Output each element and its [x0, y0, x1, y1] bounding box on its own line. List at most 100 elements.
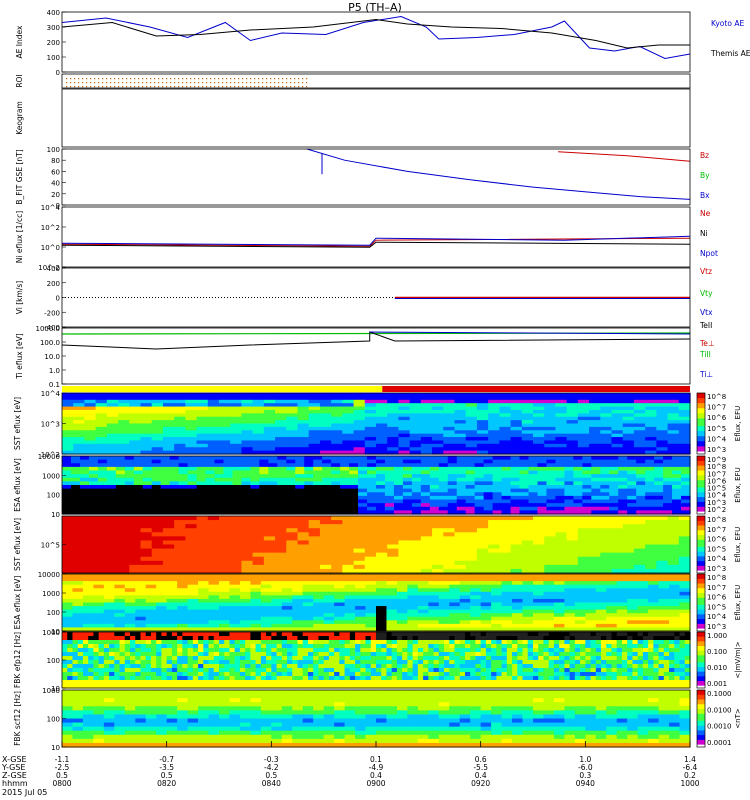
heatmap-cell [398, 433, 411, 438]
heatmap-cell [595, 588, 607, 593]
heatmap-cell [499, 416, 512, 421]
heatmap-cell [169, 474, 180, 479]
heatmap-cell [178, 492, 189, 497]
heatmap-cell [185, 416, 198, 421]
heatmap-cell [73, 450, 86, 455]
heatmap-cell [205, 456, 216, 461]
heatmap-cell [658, 609, 670, 614]
heatmap-cell [313, 477, 323, 482]
heatmap-cell [355, 676, 361, 681]
heatmap-cell [62, 574, 74, 579]
heatmap-cell [302, 684, 309, 689]
heatmap-cell [292, 652, 299, 657]
heatmap-cell [286, 556, 299, 562]
heatmap-cell [577, 528, 590, 533]
heatmap-cell [376, 676, 382, 681]
heatmap-cell [459, 606, 471, 611]
heatmap-cell [483, 459, 494, 464]
heatmap-cell [286, 524, 299, 529]
heatmap-cell [402, 503, 413, 508]
heatmap-cell [114, 660, 121, 665]
heatmap-cell [331, 499, 341, 504]
heatmap-cell [109, 664, 115, 669]
heatmap-cell [82, 652, 89, 657]
heatmap-cell [124, 684, 131, 689]
heatmap-cell [443, 544, 456, 550]
heatmap-cell [322, 459, 332, 464]
heatmap-cell [555, 450, 568, 455]
heatmap-cell [129, 420, 142, 425]
heatmap-cell [391, 680, 398, 685]
heatmap-cell [307, 640, 314, 645]
heatmap-cell [370, 684, 377, 689]
heatmap-cell [470, 581, 482, 586]
heatmap-cell [353, 540, 366, 546]
heatmap-cell [252, 520, 265, 525]
heatmap-cell [277, 510, 287, 515]
heatmap-cell [241, 503, 251, 508]
heatmap-cell [103, 656, 110, 661]
heatmap-cell [106, 552, 119, 558]
heatmap-cell [488, 568, 500, 574]
heatmap-cell [443, 520, 456, 525]
heatmap-cell [229, 584, 241, 589]
heatmap-cell [636, 499, 646, 504]
heatmap-cell [492, 506, 503, 511]
heatmap-cell [555, 495, 565, 501]
heatmap-cell [187, 664, 194, 669]
heatmap-cell [229, 636, 236, 641]
heatmap-cell [681, 470, 691, 475]
heatmap-cell [106, 503, 117, 508]
heatmap-cell [277, 481, 287, 486]
heatmap-cell [438, 602, 450, 607]
heatmap-cell [82, 656, 89, 661]
heatmap-cell [391, 668, 398, 673]
heatmap-cell [344, 613, 356, 618]
heatmap-cell [130, 676, 136, 681]
heatmap-cell [252, 423, 265, 428]
heatmap-cell [174, 528, 186, 533]
heatmap-cell [447, 481, 458, 486]
heatmap-cell [185, 393, 198, 397]
heatmap-cell [432, 416, 444, 421]
heatmap-cell [129, 426, 142, 431]
heatmap-cell [475, 668, 482, 673]
heatmap-cell [656, 443, 669, 448]
heatmap-cell [376, 602, 388, 607]
heatmap-cell [115, 459, 126, 464]
heatmap-cell [438, 684, 445, 689]
heatmap-cell [501, 495, 512, 501]
heatmap-cell [367, 495, 377, 501]
heatmap-cell [470, 664, 477, 669]
heatmap-cell [196, 430, 209, 435]
heatmap-cell [223, 463, 234, 468]
heatmap-cell [166, 648, 173, 653]
heatmap-cell [292, 581, 304, 586]
heatmap-cell [72, 684, 79, 689]
heatmap-cell [364, 440, 377, 445]
heatmap-cell [124, 656, 131, 661]
heatmap-cell [302, 602, 314, 607]
heatmap-cell [376, 393, 388, 397]
heatmap-cell [499, 524, 512, 529]
heatmap-cell [187, 680, 194, 685]
heatmap-cell [433, 680, 440, 685]
heatmap-cell [196, 450, 209, 455]
heatmap-cell [323, 623, 335, 629]
heatmap-cell [681, 481, 691, 486]
heatmap-cell [271, 574, 283, 579]
heatmap-cell [331, 443, 343, 448]
heatmap-cell [409, 520, 422, 525]
heatmap-cell [245, 664, 251, 669]
heatmap-cell [344, 676, 351, 681]
heatmap-cell [679, 613, 691, 618]
heatmap-cell [229, 598, 241, 604]
heatmap-cell [140, 430, 153, 435]
heatmap-cell [207, 450, 220, 455]
heatmap-cell [340, 492, 350, 497]
heatmap-cell [145, 588, 157, 593]
heatmap-cell [376, 450, 388, 455]
heatmap-cell [250, 602, 262, 607]
heatmap-cell [275, 568, 287, 574]
heatmap-cell [656, 516, 669, 521]
